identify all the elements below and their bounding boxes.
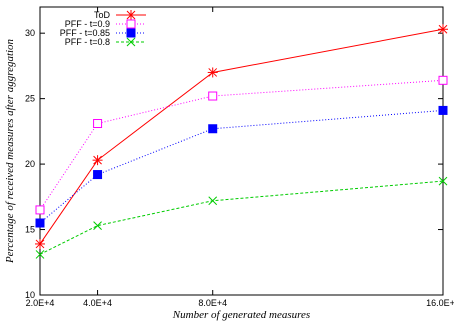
x-tick-label: 16.0E+4 — [426, 298, 454, 308]
legend-marker — [126, 19, 136, 29]
series-line — [39, 180, 444, 255]
data-point — [93, 119, 103, 129]
data-point — [35, 205, 45, 215]
x-axis-label: Number of generated measures — [172, 309, 310, 321]
data-point — [438, 105, 448, 115]
data-point — [438, 75, 448, 85]
data-point — [208, 124, 218, 134]
data-point — [93, 221, 102, 230]
plot-frame — [39, 6, 444, 296]
data-point — [438, 176, 448, 186]
series-line — [39, 79, 444, 211]
data-point — [92, 155, 103, 166]
legend-label: ToD — [94, 10, 111, 20]
data-point — [35, 250, 45, 259]
x-tick-label: 4.0E+4 — [83, 298, 112, 308]
data-point — [93, 170, 103, 180]
legend-marker — [126, 28, 136, 38]
y-tick-label: 20 — [25, 159, 35, 169]
data-point — [208, 196, 218, 206]
data-point — [438, 24, 448, 35]
data-point — [35, 238, 45, 249]
data-point — [35, 218, 45, 228]
data-point — [207, 67, 218, 78]
legend-label: PFF - t=0.8 — [65, 37, 110, 47]
y-tick-label: 10 — [25, 290, 35, 300]
axis-ticks: 10 15 20 25 30 2.0E+4 4.0E+4 8.0E+4 16.0E+4 — [25, 7, 454, 308]
legend-label: PFF - t=0.85 — [60, 28, 110, 38]
x-tick-label: 2.0E+4 — [26, 298, 55, 308]
y-tick-label: 25 — [25, 94, 35, 104]
legend-marker — [126, 37, 136, 47]
y-axis-label: Percentage of received measures after ag… — [4, 38, 16, 264]
y-tick-label: 15 — [25, 225, 35, 235]
x-tick-label: 8.0E+4 — [198, 298, 227, 308]
legend-label: PFF - t=0.9 — [65, 19, 110, 29]
legend-marker — [126, 10, 136, 20]
series-group — [35, 24, 448, 259]
series-line — [39, 28, 444, 245]
y-tick-label: 30 — [25, 28, 35, 38]
data-point — [208, 91, 218, 101]
